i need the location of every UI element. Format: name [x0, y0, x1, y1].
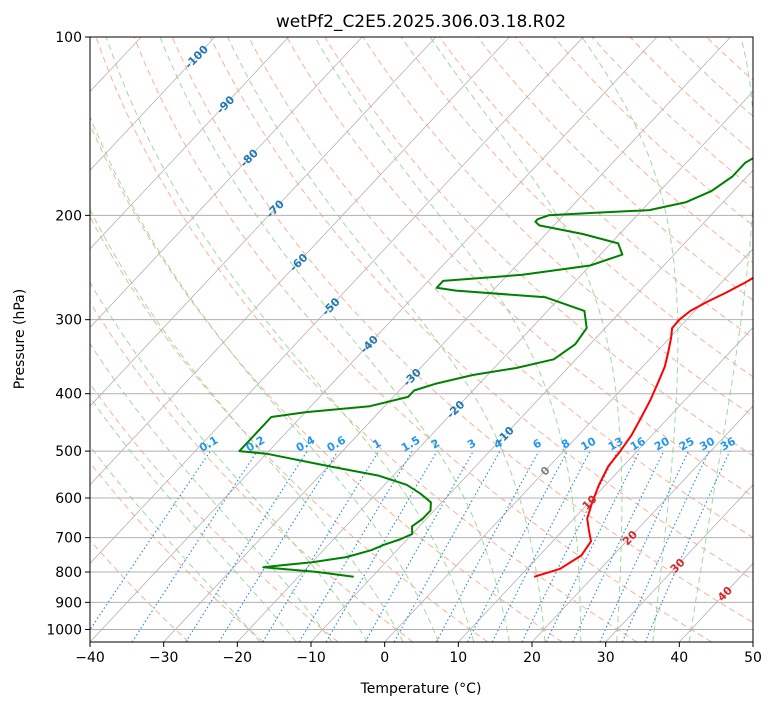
dry-adiabat-line — [591, 37, 753, 190]
dry-adiabat-line — [209, 37, 753, 581]
mixing-ratio-line — [185, 450, 308, 642]
dry-adiabat-line — [95, 37, 638, 642]
y-tick-label: 1000 — [46, 622, 82, 638]
dry-adiabat-line — [400, 37, 753, 378]
moist-adiabat-line — [90, 115, 439, 642]
isotherm-line — [90, 37, 658, 642]
y-tick-label: 500 — [55, 444, 82, 460]
x-tick-label: 10 — [449, 650, 467, 666]
x-tick-label: 30 — [597, 650, 615, 666]
moist-adiabat-line — [105, 37, 475, 642]
axes: −40 −30 −20 −10 0 10 20 30 40 50 100 200 300 400 500 60… — [46, 30, 762, 666]
dry-adiabat-line — [90, 123, 563, 642]
y-tick-label: 200 — [55, 208, 82, 224]
dry-adiabat-line — [438, 37, 753, 339]
x-axis-label: Temperature (°C) — [360, 681, 482, 697]
isotherm-line — [384, 248, 753, 642]
dry-adiabat-line — [248, 37, 753, 539]
sounding-profiles — [238, 157, 753, 578]
moist-adiabat-line — [90, 208, 404, 642]
isotherm-line — [163, 37, 731, 642]
dry-adiabat-line — [90, 382, 339, 642]
mixing-ratio-line — [393, 450, 501, 642]
isotherm-line — [90, 37, 584, 564]
x-tick-label: −30 — [149, 650, 179, 666]
mixing-ratio-line — [298, 450, 413, 642]
dry-adiabat-line — [133, 37, 712, 642]
y-tick-label: 100 — [55, 30, 82, 46]
x-tick-label: 40 — [670, 650, 688, 666]
moist-adiabat-line — [159, 37, 510, 642]
isotherm-line — [237, 91, 753, 642]
y-tick-label: 600 — [55, 491, 82, 507]
moist-adiabat-line — [90, 396, 297, 642]
x-tick-label: 20 — [523, 650, 541, 666]
plot-frame — [89, 36, 754, 643]
mixing-ratio-line — [218, 450, 339, 642]
mixing-ratio-line — [599, 450, 689, 642]
dry-adiabat-line — [362, 37, 753, 417]
mixing-ratio-line — [572, 450, 665, 642]
mixing-ratio-line — [621, 450, 710, 642]
isotherm-line — [458, 326, 753, 642]
mixing-ratio-line — [325, 450, 438, 642]
pressure-gridlines — [90, 37, 753, 630]
isotherm-line — [90, 37, 216, 171]
dry-adiabat-line — [90, 539, 190, 642]
y-tick-label: 700 — [55, 531, 82, 547]
temperature-profile-line — [533, 276, 753, 578]
x-tick-label: −20 — [223, 650, 253, 666]
mixing-ratio-line — [545, 450, 641, 642]
dry-adiabat-line — [171, 37, 753, 624]
y-tick-label: 300 — [55, 313, 82, 329]
isotherm-line — [605, 484, 753, 642]
moist-adiabat-line — [90, 342, 333, 642]
y-tick-label: 900 — [55, 595, 82, 611]
dry-adiabat-line — [324, 37, 753, 457]
moist-adiabat-line — [581, 37, 679, 642]
moist-adiabat-line — [314, 37, 582, 642]
y-tick-label: 800 — [55, 565, 82, 581]
mixing-ratio-line — [262, 450, 380, 642]
y-axis-label: Pressure (hPa) — [12, 289, 28, 389]
x-tick-label: −10 — [296, 650, 326, 666]
dry-adiabat-line — [515, 37, 753, 264]
moist-adiabat-line — [90, 281, 369, 642]
x-tick-label: 0 — [380, 650, 389, 666]
x-tick-label: −40 — [75, 650, 105, 666]
dewpoint-profile-line — [238, 157, 753, 578]
mixing-ratio-line — [435, 450, 540, 642]
isotherm-line — [90, 37, 510, 486]
isotherm-line — [531, 405, 753, 642]
mixing-ratio-line — [364, 450, 474, 642]
x-tick-label: 50 — [744, 650, 762, 666]
isotherm-line — [90, 37, 289, 250]
moist-adiabat-line — [227, 37, 546, 642]
isotherm-line — [90, 37, 363, 329]
isotherm-line — [90, 37, 437, 407]
isotherm-line — [310, 169, 753, 642]
dry-adiabat-line — [553, 37, 753, 227]
chart-title: wetPf2_C2E5.2025.306.03.18.R02 — [276, 12, 566, 32]
y-tick-label: 400 — [55, 387, 82, 403]
